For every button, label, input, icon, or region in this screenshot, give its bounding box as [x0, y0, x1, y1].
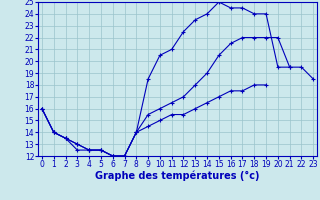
X-axis label: Graphe des températures (°c): Graphe des températures (°c)	[95, 171, 260, 181]
